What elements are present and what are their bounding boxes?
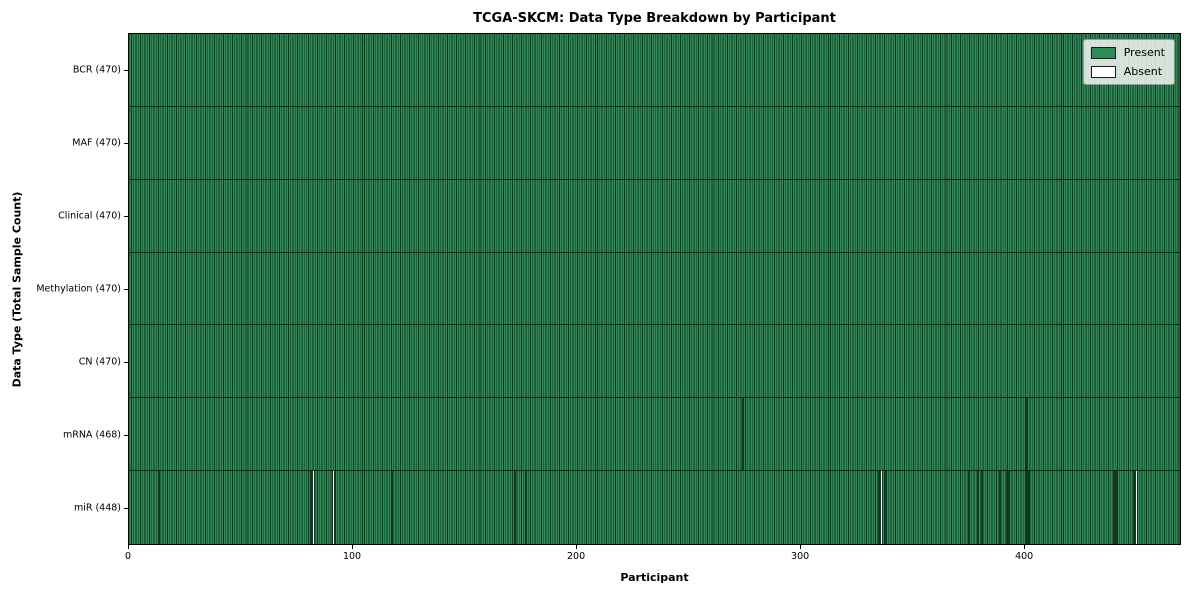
absent-bar bbox=[998, 471, 1002, 544]
bars-container bbox=[129, 34, 1180, 544]
xtick-label-200: 200 bbox=[567, 551, 586, 562]
x-axis-label: Participant bbox=[620, 571, 689, 584]
absent-bar bbox=[1005, 471, 1008, 544]
xtick-mark bbox=[352, 545, 354, 549]
ytick-mark bbox=[124, 69, 128, 71]
absent-bar bbox=[513, 471, 516, 544]
absent-bar bbox=[332, 471, 335, 544]
absent-bar bbox=[884, 471, 888, 544]
absent-bar bbox=[741, 398, 744, 471]
chart-title: TCGA-SKCM: Data Type Breakdown by Partic… bbox=[473, 11, 836, 26]
absent-bar bbox=[1115, 471, 1118, 544]
row-mir bbox=[129, 471, 1180, 544]
ytick-mark bbox=[124, 435, 128, 437]
xtick-label-400: 400 bbox=[1015, 551, 1034, 562]
absent-bar bbox=[524, 471, 528, 544]
ytick-label-methylation: Methylation (470) bbox=[36, 283, 121, 295]
absent-bar bbox=[967, 471, 970, 544]
legend-swatch-present bbox=[1090, 46, 1116, 59]
row-bcr bbox=[129, 34, 1180, 107]
absent-bar bbox=[1027, 471, 1031, 544]
absent-bar bbox=[976, 471, 979, 544]
absent-bar bbox=[1007, 471, 1011, 544]
absent-bar bbox=[980, 471, 984, 544]
xtick-mark bbox=[1024, 545, 1026, 549]
ytick-mark bbox=[124, 508, 128, 510]
row-clinical bbox=[129, 179, 1180, 253]
absent-bar bbox=[1133, 471, 1136, 544]
absent-bar bbox=[310, 471, 313, 544]
legend-label: Absent bbox=[1123, 65, 1163, 78]
row-cn bbox=[129, 325, 1180, 399]
legend-item-present: Present bbox=[1090, 46, 1165, 59]
xtick-mark bbox=[800, 545, 802, 549]
absent-bar bbox=[878, 471, 881, 544]
legend-item-absent: Absent bbox=[1090, 65, 1165, 78]
absent-bar bbox=[1135, 471, 1138, 544]
absent-bar bbox=[1025, 398, 1028, 471]
ytick-mark bbox=[124, 362, 128, 364]
plot-area: Present Absent bbox=[128, 33, 1181, 545]
xtick-label-0: 0 bbox=[124, 551, 132, 562]
ytick-label-cn: CN (470) bbox=[78, 356, 121, 368]
ytick-label-mir: miR (448) bbox=[73, 502, 121, 514]
absent-bar bbox=[1112, 471, 1116, 544]
legend: Present Absent bbox=[1082, 39, 1175, 85]
xtick-mark bbox=[128, 545, 129, 549]
ytick-label-maf: MAF (470) bbox=[72, 137, 121, 149]
row-maf bbox=[129, 106, 1180, 180]
xtick-label-100: 100 bbox=[342, 551, 362, 562]
absent-bar bbox=[1025, 471, 1028, 544]
xtick-label-300: 300 bbox=[791, 551, 810, 562]
row-mrna bbox=[129, 398, 1180, 472]
ytick-label-clinical: Clinical (470) bbox=[58, 210, 121, 222]
absent-bar bbox=[158, 471, 161, 544]
ytick-mark bbox=[124, 142, 128, 144]
legend-label: Present bbox=[1123, 46, 1165, 59]
ytick-mark bbox=[124, 215, 128, 217]
absent-bar bbox=[880, 471, 883, 544]
absent-bar bbox=[312, 471, 315, 544]
row-methylation bbox=[129, 252, 1180, 326]
xtick-mark bbox=[576, 545, 578, 549]
ytick-label-bcr: BCR (470) bbox=[72, 64, 121, 76]
absent-bar bbox=[390, 471, 393, 544]
ytick-label-mrna: mRNA (468) bbox=[62, 429, 121, 441]
ytick-mark bbox=[124, 289, 128, 290]
legend-swatch-absent bbox=[1090, 65, 1116, 78]
